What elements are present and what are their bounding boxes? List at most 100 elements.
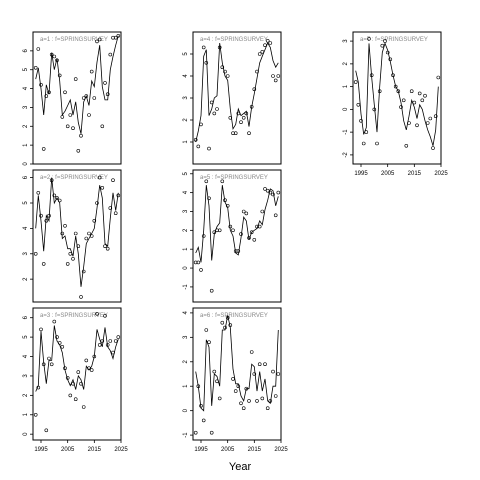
panel-label: a=7 : f=SPRINGSURVEY xyxy=(360,37,428,43)
data-point xyxy=(49,362,54,367)
data-point xyxy=(276,190,281,195)
y-tick-label: 3 xyxy=(183,335,189,339)
x-tick-label: 2015 xyxy=(408,171,422,177)
x-tick-label: 2005 xyxy=(221,447,235,453)
data-point xyxy=(89,69,94,74)
data-point xyxy=(73,397,78,402)
data-point xyxy=(36,47,41,51)
data-point xyxy=(97,37,102,42)
data-point xyxy=(241,209,246,214)
panel-frame xyxy=(32,169,122,303)
y-tick-label: 1 xyxy=(183,247,189,251)
y-tick-label: 6 xyxy=(23,49,29,53)
data-point xyxy=(84,94,89,98)
y-tick-label: 0 xyxy=(183,266,189,270)
data-point xyxy=(217,228,222,233)
y-tick-label: 2 xyxy=(183,118,189,122)
data-point xyxy=(220,65,225,69)
data-point xyxy=(207,196,211,201)
data-point xyxy=(81,405,86,409)
data-point xyxy=(84,236,89,241)
data-point xyxy=(68,113,73,117)
y-tick-label: 4 xyxy=(23,354,29,358)
data-point xyxy=(68,393,73,398)
y-tick-label: 6 xyxy=(23,315,29,319)
data-point xyxy=(204,60,209,65)
x-tick-label: 1995 xyxy=(34,447,48,453)
data-point xyxy=(273,394,278,398)
y-tick-label: 4 xyxy=(23,86,29,90)
panel-6: a=3 : f=SPRINGSURVEY 0 1 2 3 4 5 6 1995 2005 2015 2… xyxy=(23,307,128,453)
data-point xyxy=(39,327,43,332)
data-point xyxy=(79,295,83,299)
panel-4: a=2 : f=SPRINGSURVEY 2 3 4 5 6 xyxy=(23,169,122,303)
data-point xyxy=(409,89,414,93)
data-point xyxy=(33,66,38,70)
data-point xyxy=(220,179,225,184)
y-tick-label: 0 xyxy=(343,107,349,111)
data-point xyxy=(89,368,94,372)
data-point xyxy=(33,412,38,417)
data-point xyxy=(239,120,243,124)
data-point xyxy=(257,362,262,367)
data-point xyxy=(436,75,441,80)
data-point xyxy=(108,339,113,343)
data-point xyxy=(111,178,115,182)
y-tick-label: -1 xyxy=(183,284,189,290)
y-tick-label: 3 xyxy=(23,251,29,255)
y-tick-label: 1 xyxy=(183,140,189,144)
data-point xyxy=(431,146,435,150)
data-point xyxy=(63,224,67,228)
x-tick-label: 1995 xyxy=(194,447,208,453)
data-point xyxy=(231,377,235,381)
data-point xyxy=(87,231,91,236)
data-point xyxy=(417,91,422,96)
panel-label: a=1 : f=SPRINGSURVEY xyxy=(40,37,108,43)
data-point xyxy=(423,93,427,98)
fit-line xyxy=(195,185,279,263)
data-point xyxy=(97,175,102,180)
data-point xyxy=(92,96,97,100)
data-point xyxy=(375,141,379,146)
fit-line xyxy=(195,315,279,412)
x-tick-label: 1995 xyxy=(354,171,368,177)
data-point xyxy=(87,113,91,117)
data-point xyxy=(65,262,70,266)
data-point xyxy=(233,389,238,393)
data-point xyxy=(76,149,81,153)
data-point xyxy=(193,260,198,265)
data-point xyxy=(271,74,275,78)
data-point xyxy=(108,52,113,57)
data-point xyxy=(249,350,254,354)
data-point xyxy=(44,428,49,433)
data-point xyxy=(60,344,65,349)
y-tick-label: 0 xyxy=(23,432,29,436)
data-point xyxy=(233,131,238,135)
data-point xyxy=(252,87,257,91)
data-point xyxy=(63,90,67,95)
data-point xyxy=(433,114,438,118)
data-point xyxy=(231,228,235,233)
data-point xyxy=(55,335,59,339)
x-tick-label: 2025 xyxy=(274,447,288,453)
x-tick-label: 2005 xyxy=(381,171,395,177)
data-point xyxy=(103,244,107,248)
data-point xyxy=(199,268,203,272)
panel-frame xyxy=(352,31,442,165)
data-point xyxy=(353,80,358,84)
data-point xyxy=(52,319,57,324)
data-point xyxy=(52,193,57,198)
panel-1: a=1 : f=SPRINGSURVEY 0 1 2 3 4 5 6 xyxy=(23,31,122,166)
data-point xyxy=(81,269,86,274)
data-point xyxy=(79,133,83,138)
data-point xyxy=(420,98,425,103)
y-tick-label: -1 xyxy=(183,432,189,438)
y-tick-label: 3 xyxy=(183,209,189,213)
y-tick-label: 3 xyxy=(23,374,29,378)
y-tick-label: 5 xyxy=(23,201,29,205)
data-point xyxy=(225,74,230,78)
data-point xyxy=(257,52,262,56)
data-point xyxy=(33,252,38,256)
data-point xyxy=(247,399,251,403)
